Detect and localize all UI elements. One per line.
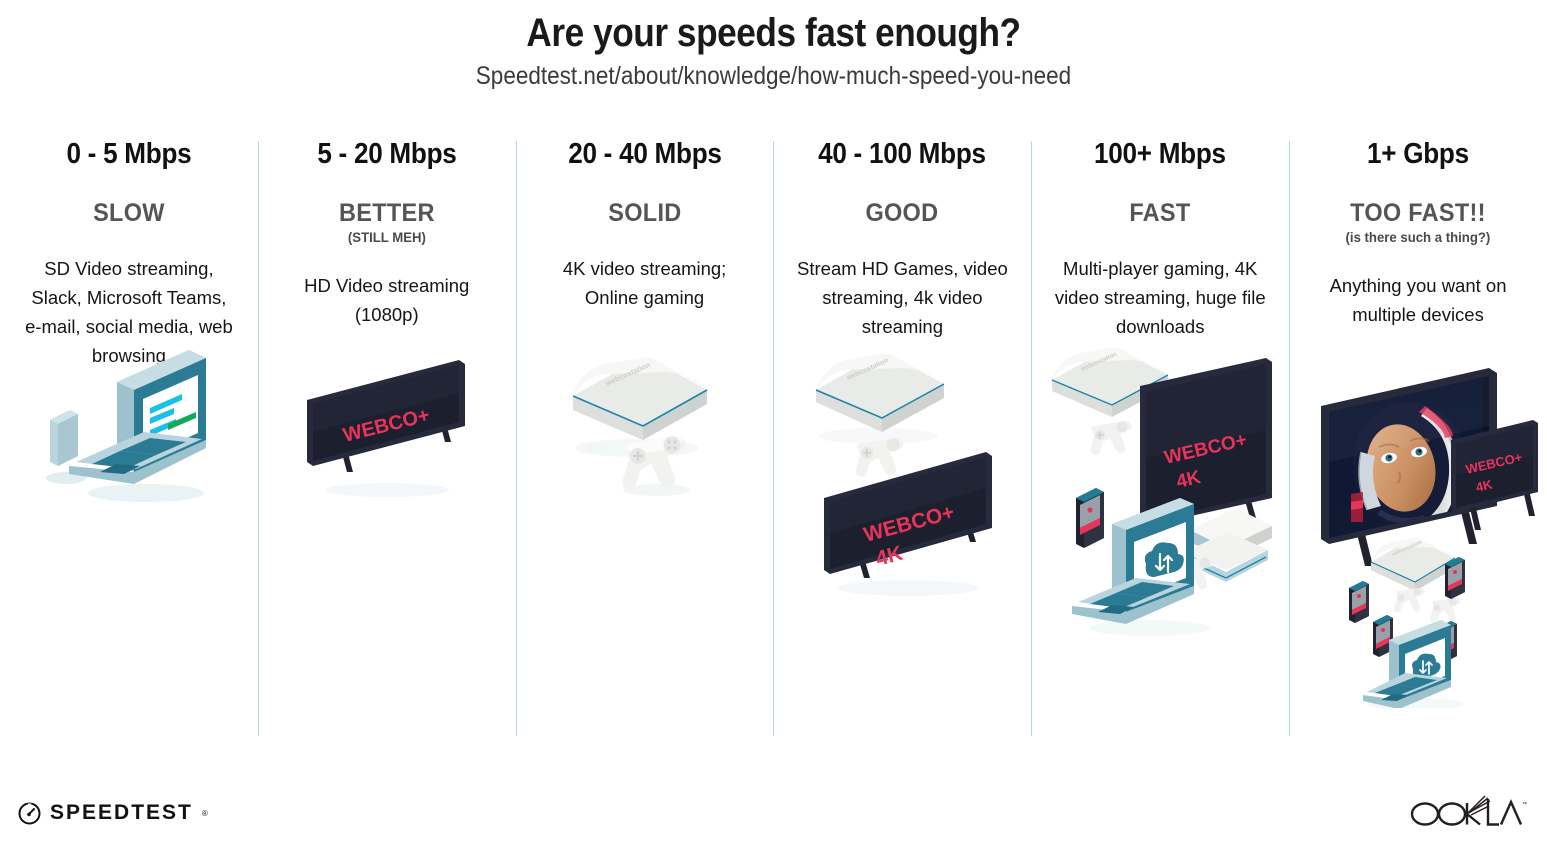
speed-tier-column-6: 1+ Gbps TOO FAST!! (is there such a thin… [1289,138,1547,738]
laptop-phone-illustration [45,350,206,502]
illustration-column-6: WEBCO+ 4K webcostation [1289,338,1547,738]
tv-webco-4k-icon: WEBCO+ 4K [1140,358,1273,544]
quality-sublabel: (is there such a thing?) [1345,229,1491,245]
illustration-column-4: webcostation [773,338,1031,738]
quality-label: SOLID [607,199,682,227]
ookla-trademark: ™ [1522,801,1527,808]
game-controller-icon [621,435,691,496]
game-console-icon: webcostation [815,353,945,444]
tv-body [306,360,465,466]
tv-webco-4k-icon: WEBCO+ 4K [823,452,992,596]
footer: SPEEDTEST ® [0,773,1547,843]
tv-webco-illustration: WEBCO+ [306,360,465,497]
console-controller-illustration: webcostation [572,357,707,496]
illustration-column-1 [0,338,258,738]
game-controller-icon [855,437,904,478]
ookla-mark-icon: ™ [1410,795,1527,826]
quality-sublabel: (STILL MEH) [347,229,426,245]
console-tv-illustration: webcostation [815,353,992,596]
quality-label: FAST [1129,199,1191,227]
page-title: Are your speeds fast enough? [526,11,1021,55]
phone-icon [49,410,78,466]
illustration-column-2: WEBCO+ [258,338,516,738]
speedtest-wordmark: SPEEDTEST [50,801,193,824]
phone-icon [1445,557,1466,599]
speed-range-label: 1+ Gbps [1367,138,1469,170]
illustration-column-5: webcostation [1031,338,1289,738]
everything-devices-illustration: WEBCO+ 4K webcostation [1321,368,1539,708]
speed-range-label: 0 - 5 Mbps [66,138,192,170]
use-cases-text: HD Video streaming (1080p) [304,275,470,325]
use-cases-text: 4K video streaming; Online gaming [562,258,727,308]
phone-icon [1349,581,1370,623]
laptop-cloud-icon [1072,498,1211,636]
speedtest-logo[interactable]: SPEEDTEST ® [18,801,208,825]
speed-range-label: 40 - 100 Mbps [818,138,987,170]
page-subtitle: Speedtest.net/about/knowledge/how-much-s… [475,62,1072,90]
use-cases-text: SD Video streaming, Slack, Microsoft Tea… [25,258,233,366]
speed-tier-columns: 0 - 5 Mbps SLOW SD Video streaming, Slac… [0,138,1547,738]
speed-tier-column-4: 40 - 100 Mbps GOOD Stream HD Games, vide… [773,138,1031,738]
quality-label: BETTER [338,199,435,227]
illustration-column-3: webcostation [516,338,774,738]
quality-label: GOOD [865,199,939,227]
quality-label: SLOW [93,199,165,227]
speedometer-icon [18,802,41,825]
speed-range-label: 100+ Mbps [1094,138,1227,170]
use-cases-text: Stream HD Games, video streaming, 4k vid… [797,258,1008,337]
quality-label: TOO FAST!! [1350,199,1486,227]
speed-tier-column-1: 0 - 5 Mbps SLOW SD Video streaming, Slac… [0,138,258,738]
speed-tier-column-5: 100+ Mbps FAST Multi-player gaming, 4K v… [1031,138,1289,738]
speed-tier-column-2: 5 - 20 Mbps BETTER (STILL MEH) HD Video … [257,138,516,738]
game-controller-icon [1429,597,1461,623]
speed-range-label: 5 - 20 Mbps [317,138,457,170]
game-console-icon: webcostation [1370,537,1456,591]
game-controller-icon [1393,587,1425,613]
game-controller-icon [1090,420,1133,456]
ookla-logo[interactable]: ™ [1409,793,1527,827]
use-cases-text: Anything you want on multiple devices [1329,275,1507,325]
laptop-icon [68,350,206,484]
speed-range-label: 20 - 40 Mbps [567,138,722,170]
game-console-icon: webcostation [572,357,707,440]
header: Are your speeds fast enough? Speedtest.n… [0,0,1547,91]
phone-icon [1373,615,1394,657]
tv-4k-text: 4K [1474,476,1494,494]
phone-icon [1076,488,1105,548]
multi-device-illustration: webcostation [1051,347,1273,636]
speedtest-trademark: ® [201,808,208,818]
tv-photo-content [1329,378,1484,538]
tv-webco-4k-icon: WEBCO+ 4K [1451,420,1539,530]
speed-tier-column-3: 20 - 40 Mbps SOLID 4K video streaming; O… [515,138,774,738]
laptop-cloud-icon [1363,620,1464,708]
use-cases-text: Multi-player gaming, 4K video streaming,… [1054,258,1266,337]
